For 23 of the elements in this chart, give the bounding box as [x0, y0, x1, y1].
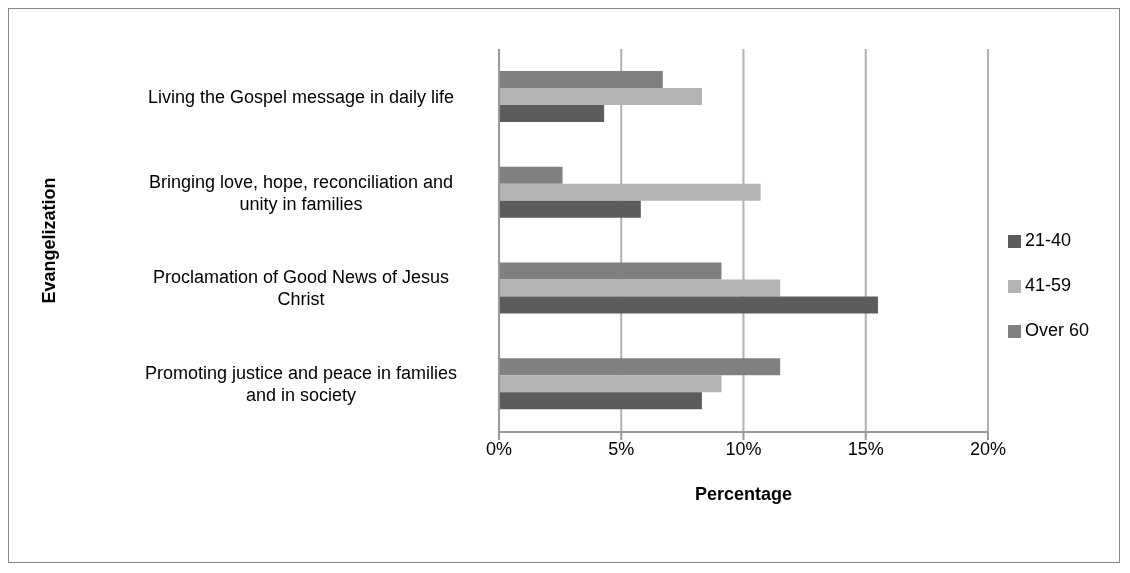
- y-tick-label: Living the Gospel message in daily life: [147, 86, 455, 107]
- bar: [499, 262, 722, 280]
- y-tick-label: Bringing love, hope, reconciliation and unity in families: [148, 171, 454, 214]
- x-tick-label: 20%: [969, 438, 1006, 459]
- bar: [499, 392, 702, 410]
- bar: [499, 105, 605, 122]
- bar: [499, 200, 641, 218]
- bar: [499, 296, 878, 314]
- x-tick-label: 15%: [847, 438, 884, 459]
- legend-label: 41-59: [1024, 275, 1072, 295]
- x-tick-label: 0%: [485, 438, 513, 459]
- bar: [499, 166, 563, 184]
- legend-label: 21-40: [1024, 230, 1072, 250]
- legend-label: Over 60: [1024, 320, 1089, 340]
- bar: [499, 358, 781, 376]
- x-tick-label: 5%: [608, 438, 635, 459]
- bar: [499, 71, 663, 88]
- x-tick-label: 10%: [725, 438, 762, 459]
- y-axis-title: Evangelization: [39, 177, 60, 304]
- bar: [499, 375, 722, 393]
- y-tick-label: Proclamation of Good News of Jesus Christ: [152, 267, 450, 310]
- y-tick-label: Promoting justice and peace in families and in society: [144, 363, 458, 406]
- x-axis-title: Percentage: [694, 484, 793, 504]
